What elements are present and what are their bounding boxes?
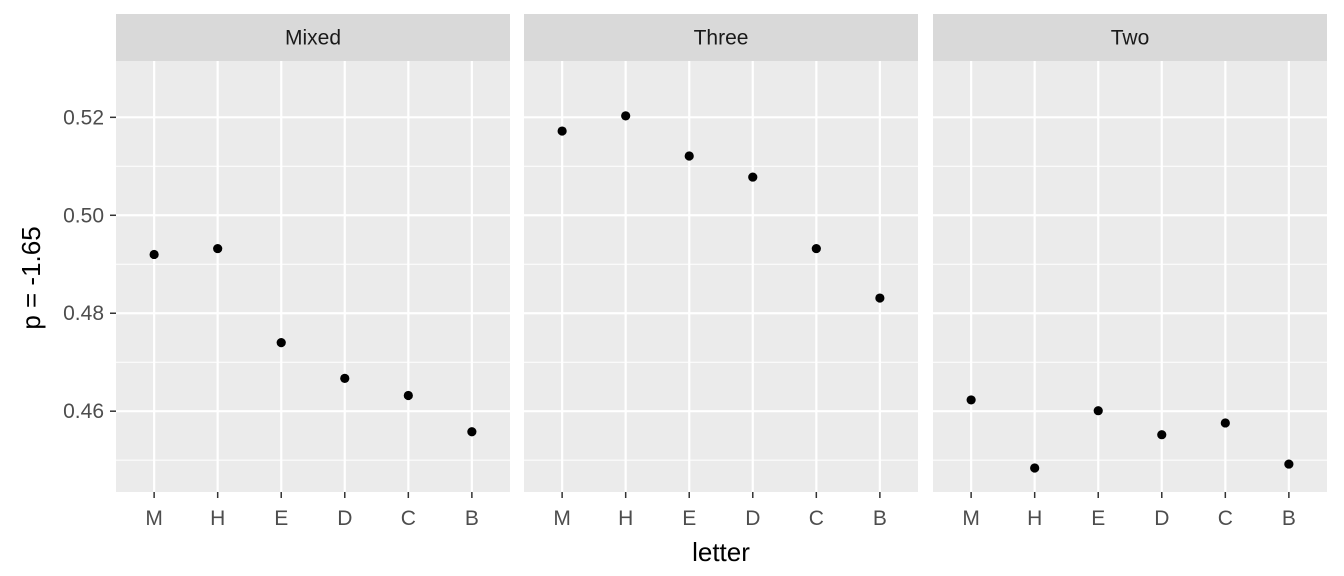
panels-layer: Mixed M H E D C B Three M H E D C B Two M H E D C B (116, 14, 1327, 530)
panel-background (933, 61, 1327, 492)
x-tick-label: M (962, 507, 980, 530)
y-tick-label: 0.46 (63, 400, 104, 423)
y-tick-label: 0.48 (63, 302, 104, 325)
data-point (149, 249, 159, 260)
x-tick-label: B (465, 507, 479, 530)
facet-strip-label: Mixed (285, 27, 341, 50)
data-point (1093, 406, 1103, 416)
x-tick-label: M (553, 507, 571, 530)
facet-strip (524, 14, 918, 61)
x-tick-label: H (618, 507, 633, 530)
data-point (875, 293, 885, 303)
x-tick-label: C (1218, 507, 1233, 530)
data-point (1157, 430, 1167, 440)
data-point (748, 172, 758, 182)
facet-strip-label: Two (1111, 27, 1150, 50)
x-tick-label: E (1091, 507, 1105, 530)
data-point (403, 390, 413, 401)
x-tick-label: D (745, 507, 760, 530)
panel-background (524, 61, 918, 492)
x-axis-title: letter (692, 537, 750, 567)
facet-strip (116, 14, 510, 61)
facet-strip-label: Three (694, 27, 749, 50)
x-tick-label: D (1154, 507, 1169, 530)
data-point (557, 126, 567, 136)
data-point (811, 243, 821, 254)
data-point (340, 373, 350, 383)
y-axis-title: p = -1.65 (16, 226, 46, 329)
panel-background (116, 61, 510, 492)
x-tick-label: B (1282, 507, 1296, 530)
facet-strip (933, 14, 1327, 61)
facet-panel-two: Two M H E D C B (933, 14, 1327, 530)
x-tick-label: D (337, 507, 352, 530)
y-axis: 0.46 0.48 0.50 0.52 (63, 106, 116, 423)
x-tick-label: C (401, 507, 416, 530)
facet-panel-mixed: Mixed M H E D C B (116, 14, 510, 530)
x-tick-label: M (145, 507, 163, 530)
data-point (966, 395, 976, 405)
y-tick-label: 0.50 (63, 204, 104, 227)
data-point (467, 427, 477, 437)
x-tick-label: C (809, 507, 824, 530)
data-point (684, 151, 694, 161)
data-point (1220, 418, 1230, 428)
data-point (276, 338, 286, 348)
data-point (1030, 463, 1040, 473)
x-tick-label: B (873, 507, 887, 530)
x-tick-label: E (682, 507, 696, 530)
facet-panel-three: Three M H E D C B (524, 14, 918, 530)
data-point (1284, 459, 1294, 469)
x-tick-label: H (1027, 507, 1042, 530)
data-point (621, 111, 631, 121)
x-tick-label: H (210, 507, 225, 530)
x-tick-label: E (274, 507, 288, 530)
data-point (213, 243, 223, 254)
y-tick-label: 0.52 (63, 106, 104, 129)
